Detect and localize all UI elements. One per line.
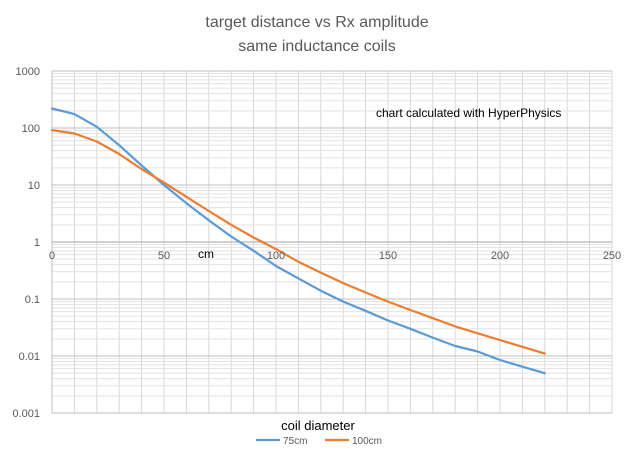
y-tick-label: 100 xyxy=(22,123,40,135)
y-tick-label: 0.1 xyxy=(25,294,40,306)
chart-annotation: chart calculated with HyperPhysics xyxy=(376,106,561,120)
legend-label: 75cm xyxy=(283,436,307,447)
tick-labels: 1000 100 10 1 0.1 0.01 0.001 0 50 100 150 200 250 xyxy=(12,66,621,420)
plot-area xyxy=(50,107,546,375)
x-axis-title: coil diameter xyxy=(281,418,355,433)
axes xyxy=(51,71,612,413)
chart-title-line-1: target distance vs Rx amplitude xyxy=(205,14,428,31)
x-tick-label: 200 xyxy=(491,250,509,262)
y-tick-label: 0.001 xyxy=(12,408,40,420)
x-tick-label: 100 xyxy=(267,250,285,262)
x-tick-label: 250 xyxy=(603,250,621,262)
series-line-100cm xyxy=(50,129,546,355)
y-tick-label: 10 xyxy=(28,180,40,192)
y-tick-label: 1000 xyxy=(16,66,40,78)
x-tick-label: 150 xyxy=(379,250,397,262)
x-tick-label: 50 xyxy=(158,250,170,262)
legend-label: 100cm xyxy=(352,436,382,447)
x-tick-label: 0 xyxy=(49,250,55,262)
y-tick-label: 1 xyxy=(34,237,40,249)
chart-title-line-2: same inductance coils xyxy=(238,38,395,55)
legend: 75cm 100cm xyxy=(256,436,382,447)
y-tick-label: 0.01 xyxy=(19,351,40,363)
series-line-75cm xyxy=(50,107,546,375)
x-unit-label: cm xyxy=(198,247,214,261)
